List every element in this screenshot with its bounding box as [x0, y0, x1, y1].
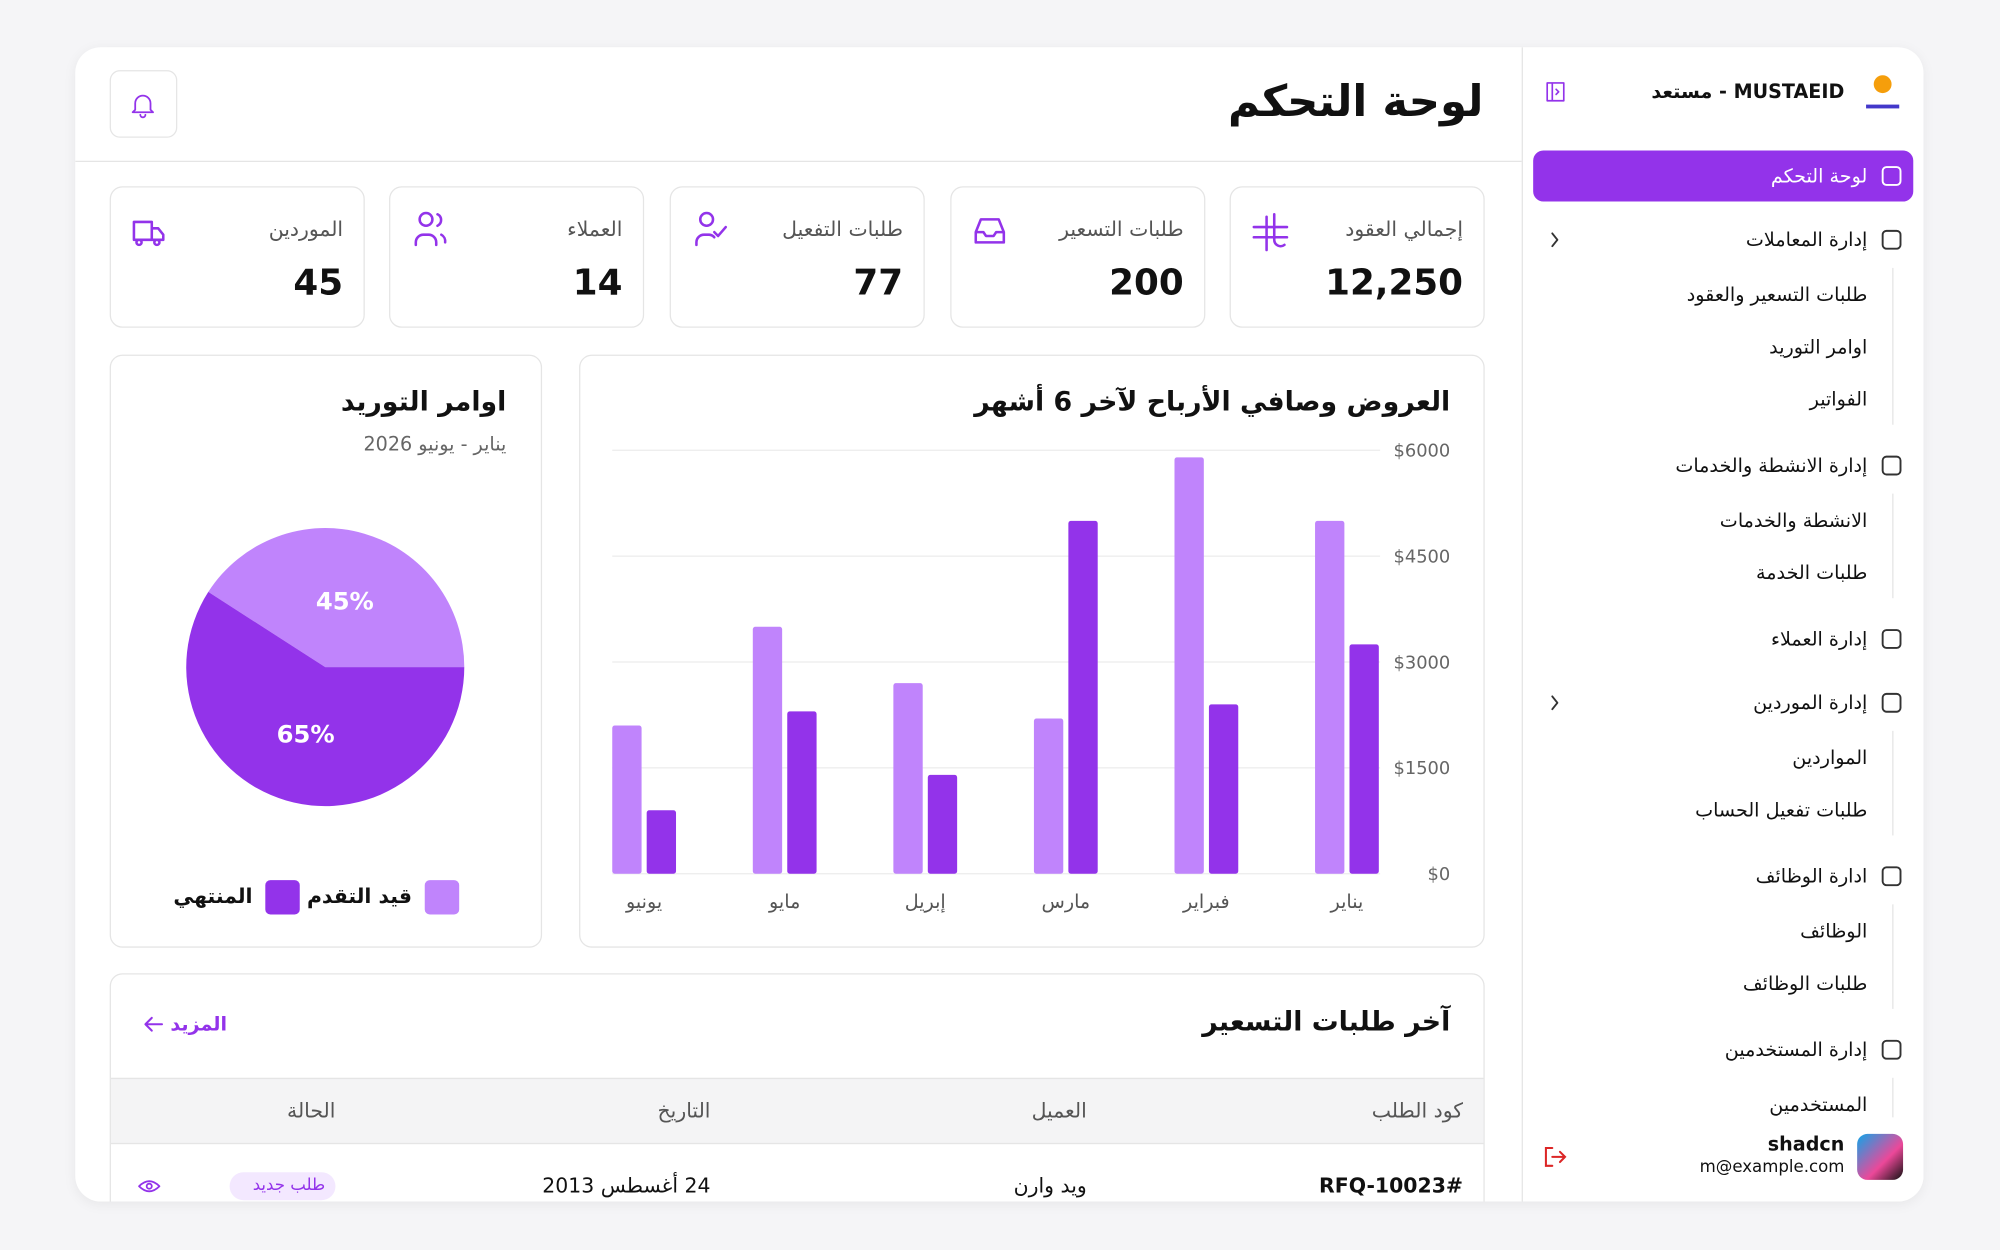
status-label: طلب جديد	[252, 1175, 326, 1196]
nav-subitem[interactable]: طلبات الوظائف	[1742, 971, 1868, 995]
user-email: m@example.com	[1699, 1158, 1845, 1178]
chart-title: العروض وصافي الأرباح لآخر 6 أشهر	[974, 386, 1451, 418]
nav-icon	[1881, 866, 1902, 887]
chevron	[1551, 695, 1559, 711]
stat-value: 12,250	[1325, 261, 1464, 305]
brand-name: MUSTAEID - مستعد	[1651, 79, 1845, 103]
avatar	[1857, 1133, 1904, 1180]
nav-subitem[interactable]: طلبات تفعيل الحساب	[1695, 797, 1868, 821]
nav-icon	[1881, 629, 1902, 649]
logout-icon[interactable]	[1536, 1138, 1574, 1176]
nav-item[interactable]: ادارة الوظائف	[1755, 864, 1868, 888]
nav-item[interactable]: إدارة المعاملات	[1745, 227, 1868, 251]
column-header: التاريخ	[657, 1097, 711, 1123]
stat-label: طلبات التسعير	[1059, 216, 1184, 241]
user-area	[1522, 1117, 1924, 1202]
table-title: آخر طلبات التسعير	[1202, 1006, 1451, 1038]
nav-subitem[interactable]: المستخدمين	[1769, 1092, 1868, 1116]
stat-value: 77	[853, 261, 904, 305]
active-nav-bg[interactable]	[1533, 150, 1914, 202]
sidebar-toggle	[1546, 82, 1565, 102]
column-header: العميل	[1031, 1097, 1087, 1123]
stat-value: 45	[293, 261, 344, 305]
app-window: لوحة التحكم إجمالي العقود 12,250 طلبات التس…	[75, 47, 1924, 1202]
more-link[interactable]: المزيد	[170, 1012, 228, 1036]
stat-card	[950, 186, 1206, 328]
cell-client: ويد وارن	[1013, 1173, 1087, 1198]
legend-label: المنتهي	[173, 883, 253, 908]
stat-card	[389, 186, 645, 328]
chevron	[1551, 232, 1559, 248]
stat-card	[669, 186, 925, 328]
page-title: لوحة التحكم	[1227, 76, 1484, 128]
cell-date: 24 أغسطس 2013	[542, 1173, 711, 1198]
column-header: كود الطلب	[1371, 1097, 1464, 1123]
chart-title: اوامر التوريد	[340, 386, 507, 418]
legend-label: قيد التقدم	[306, 883, 412, 908]
nav-subitem[interactable]: المواردين	[1792, 745, 1868, 769]
nav-subitem[interactable]: الانشطة والخدمات	[1719, 508, 1868, 532]
nav-subitem[interactable]: الوظائف	[1800, 919, 1868, 942]
nav-item[interactable]: إدارة الانشطة والخدمات	[1675, 453, 1868, 477]
logo-mark	[1873, 75, 1892, 94]
stat-label: طلبات التفعيل	[782, 216, 904, 241]
stat-label: إجمالي العقود	[1345, 216, 1464, 241]
sidebar-divider	[1521, 47, 1523, 1202]
stat-card	[1229, 186, 1485, 328]
cell-code: #RFQ-10023	[1319, 1173, 1464, 1198]
nav-subitem[interactable]: طلبات الخدمة	[1756, 560, 1868, 584]
nav-subitem[interactable]: اوامر التوريد	[1769, 334, 1868, 358]
stat-label: العملاء	[567, 216, 623, 241]
stat-card	[109, 186, 365, 328]
nav-icon	[1881, 1039, 1902, 1060]
nav-item[interactable]: لوحة التحكم	[1770, 163, 1868, 187]
nav-item[interactable]: إدارة الموردين	[1753, 690, 1868, 714]
status-badge	[229, 1172, 336, 1201]
stat-value: 14	[572, 261, 623, 305]
table-head-band	[110, 1077, 1484, 1145]
bell-button[interactable]	[109, 70, 178, 138]
column-header: الحالة	[287, 1097, 336, 1123]
nav-icon	[1881, 692, 1902, 713]
chart-subtitle: يناير - يونيو 2026	[363, 431, 507, 455]
nav-icon	[1881, 229, 1902, 250]
user-name: shadcn	[1767, 1132, 1845, 1155]
stat-label: الموردين	[268, 216, 344, 241]
nav-item[interactable]: إدارة العملاء	[1770, 626, 1868, 650]
stat-value: 200	[1109, 261, 1184, 305]
header-divider	[75, 160, 1522, 162]
logo	[1866, 70, 1900, 117]
nav-subitem[interactable]: الفواتير	[1809, 387, 1868, 411]
logo-text	[1866, 104, 1900, 109]
nav-subitem[interactable]: طلبات التسعير والعقود	[1686, 282, 1868, 306]
nav-item[interactable]: إدارة المستخدمين	[1724, 1037, 1868, 1061]
bar-chart-card	[579, 354, 1485, 948]
logout-glyph	[1544, 1146, 1567, 1167]
nav-icon	[1881, 455, 1902, 476]
